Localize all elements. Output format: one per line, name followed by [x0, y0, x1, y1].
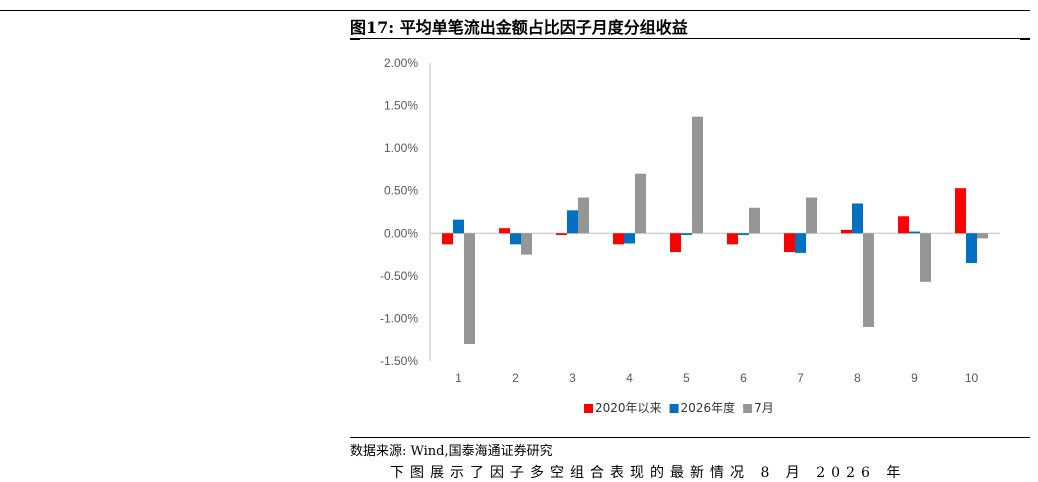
x-tick-label: 1: [455, 371, 462, 385]
y-tick-label: -1.50%: [380, 354, 418, 368]
bar-3-9: [920, 233, 931, 282]
x-tick-label: 2: [512, 371, 519, 385]
bar-3-6: [749, 207, 760, 234]
bar-2-8: [852, 203, 863, 234]
bar-2-5: [681, 233, 692, 235]
bar-3-3: [578, 197, 589, 234]
bars: [442, 116, 988, 344]
legend-label: 2026年度: [681, 400, 736, 415]
bar-1-7: [784, 233, 795, 253]
rule-end-left: [350, 38, 360, 40]
title-rule: [350, 38, 1030, 39]
bar-3-2: [521, 233, 532, 255]
x-tick-label: 4: [626, 371, 633, 385]
x-tick-label: 7: [797, 371, 804, 385]
y-tick-label: -0.50%: [380, 269, 418, 283]
top-rule: [0, 10, 1030, 11]
bar-3-10: [977, 233, 988, 239]
x-tick-label: 9: [911, 371, 918, 385]
rule-end-right: [1020, 38, 1030, 40]
y-axis-labels: 2.00% 1.50% 1.00% 0.50% 0.00% -0.50% -1.00% -1.…: [380, 56, 418, 368]
bar-1-6: [727, 233, 738, 245]
legend-swatch: [584, 404, 593, 413]
x-tick-label: 10: [965, 371, 979, 385]
x-tick-label: 5: [683, 371, 690, 385]
bar-1-9: [898, 216, 909, 234]
legend-swatch: [743, 404, 753, 413]
bar-1-2: [499, 228, 510, 234]
legend-label: 7月: [754, 401, 774, 415]
source-rule: [350, 437, 1030, 438]
legend: 2020年以来 2026年度 7月: [584, 400, 774, 415]
x-tick-label: 3: [569, 371, 576, 385]
bar-3-7: [806, 197, 817, 234]
bar-3-4: [635, 173, 646, 234]
y-tick-label: 2.00%: [384, 56, 418, 70]
bar-2-9: [909, 231, 920, 234]
bar-3-5: [692, 116, 703, 234]
bar-2-6: [738, 233, 749, 235]
y-tick-label: 0.50%: [384, 184, 418, 198]
source-note: 数据来源: Wind,国泰海通证券研究: [350, 444, 553, 459]
bar-1-10: [955, 188, 966, 234]
y-tick-label: 1.50%: [384, 99, 418, 113]
x-tick-label: 6: [740, 371, 747, 385]
legend-label: 2020年以来: [595, 401, 662, 415]
bar-2-3: [567, 210, 578, 234]
y-tick-label: -1.00%: [380, 311, 418, 325]
bar-2-4: [624, 233, 635, 244]
bar-3-1: [464, 233, 475, 344]
bar-2-10: [966, 233, 977, 264]
bar-2-7: [795, 233, 806, 253]
figure-title: 图17: 平均单笔流出金额占比因子月度分组收益: [350, 18, 688, 37]
y-tick-label: 0.00%: [384, 226, 418, 240]
bar-3-8: [863, 233, 874, 327]
bar-2-2: [510, 233, 521, 245]
legend-swatch: [669, 404, 679, 413]
chart: 2.00% 1.50% 1.00% 0.50% 0.00% -0.50% -1.00% -1.…: [380, 56, 1000, 415]
bar-2-1: [453, 219, 464, 234]
bar-1-1: [442, 233, 453, 245]
x-tick-label: 8: [854, 371, 861, 385]
trailing-body-text: 下图展示了因子多空组合表现的最新情况 8 月 2026 年: [390, 465, 907, 481]
bar-1-3: [556, 233, 567, 235]
bar-1-4: [613, 233, 624, 245]
bar-1-8: [841, 229, 852, 234]
y-tick-label: 1.00%: [384, 141, 418, 155]
x-axis-labels: 1 2 3 4 5 6 7 8 9 10: [455, 371, 978, 385]
bar-1-5: [670, 233, 681, 253]
